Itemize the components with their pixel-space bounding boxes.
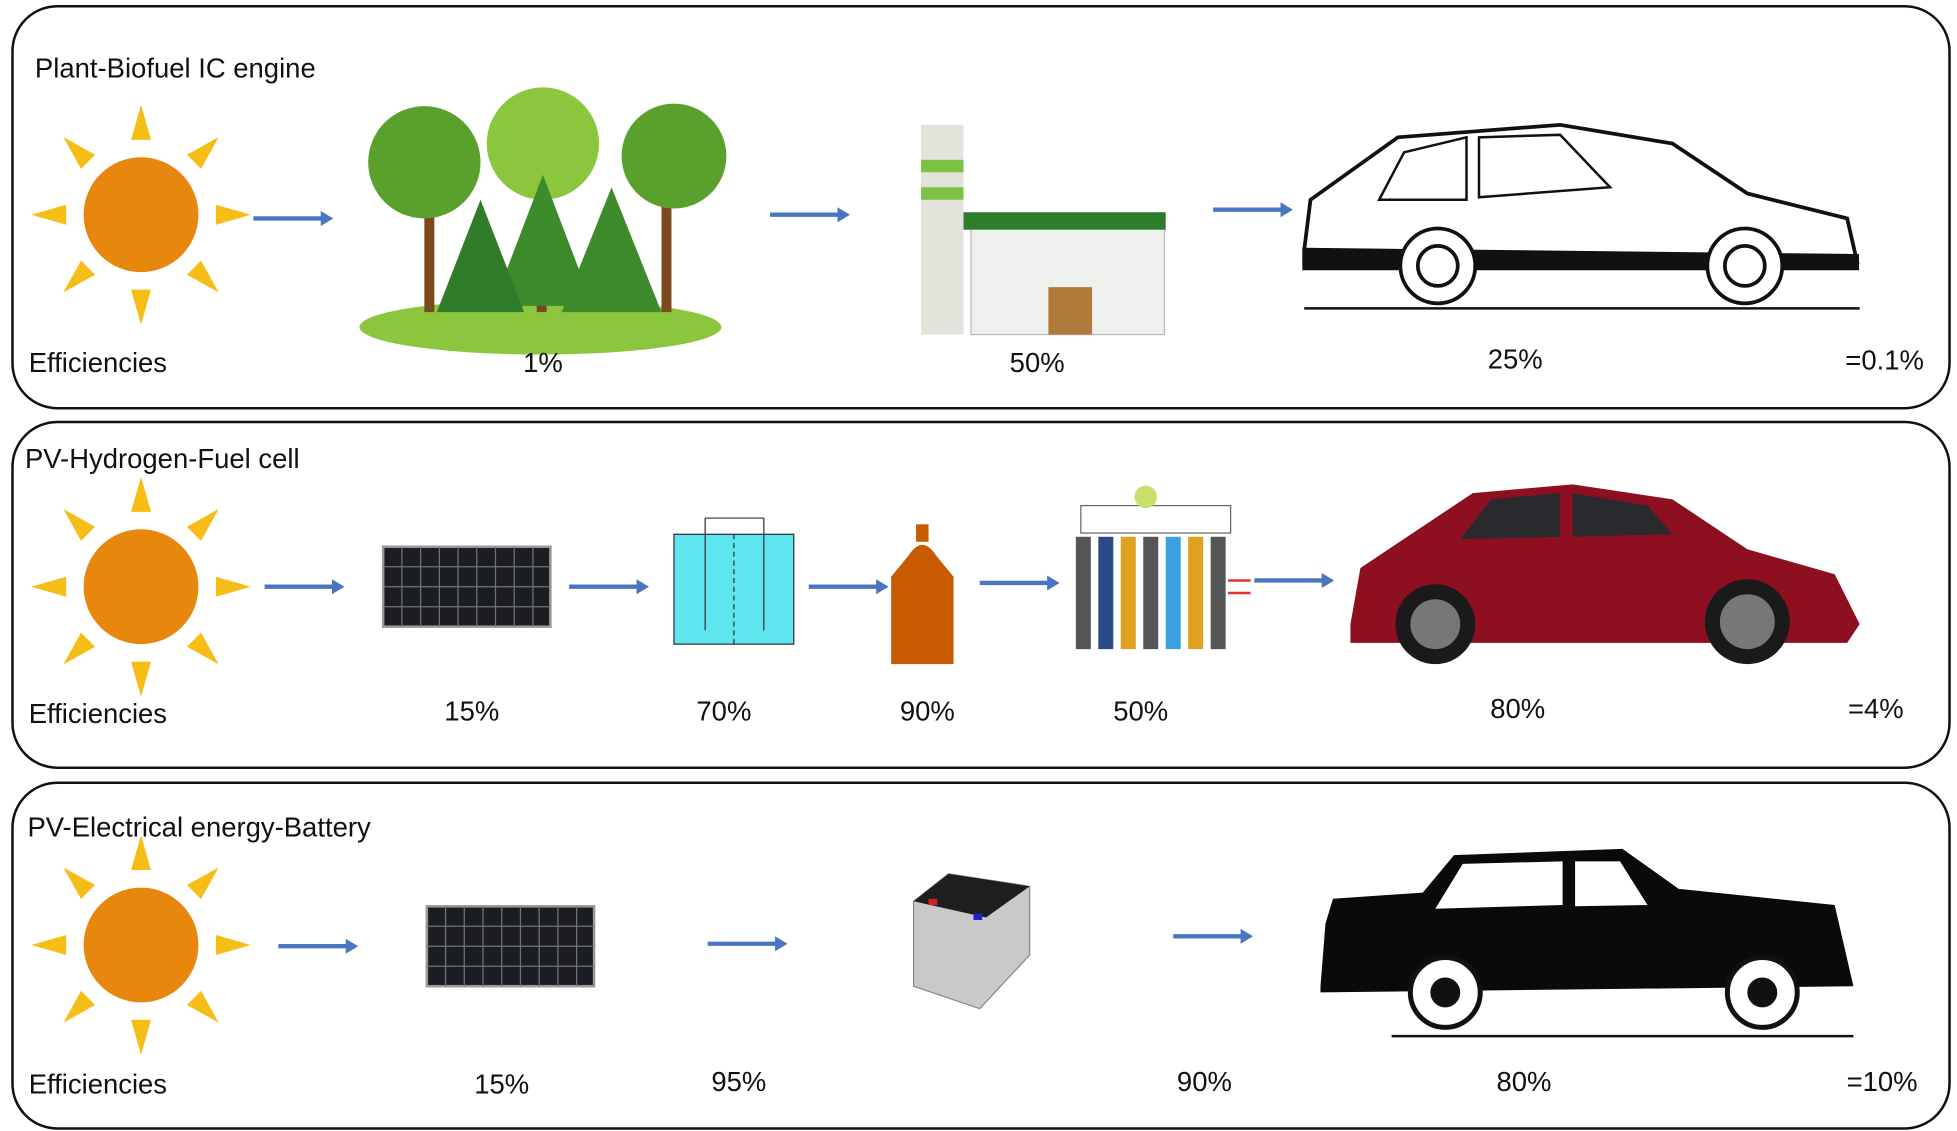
efficiency: 80%	[1490, 693, 1545, 724]
total-efficiency: =10%	[1847, 1066, 1918, 1097]
arrow	[1173, 929, 1253, 944]
battery-icon	[914, 874, 1030, 1009]
arrow	[1254, 573, 1334, 588]
factory-icon	[921, 125, 1166, 335]
sun-icon	[31, 835, 251, 1055]
electrolyzer-icon	[674, 518, 794, 644]
arrow	[265, 579, 345, 594]
row-label: Efficiencies	[29, 698, 167, 729]
panel-title: Plant-Biofuel IC engine	[35, 52, 316, 83]
arrow	[253, 211, 333, 226]
arrow	[980, 575, 1060, 590]
gas-cylinder-icon	[891, 524, 953, 664]
efficiency: 15%	[474, 1069, 529, 1100]
black-car-icon	[1320, 849, 1853, 1036]
efficiency: 1%	[523, 347, 563, 378]
arrow	[1213, 202, 1293, 217]
page: Plant-Biofuel IC engine Efficiencies 1% …	[0, 0, 1957, 1131]
pv-panel-icon	[383, 547, 550, 627]
efficiency: 90%	[1177, 1066, 1232, 1097]
diagram: Plant-Biofuel IC engine Efficiencies 1% …	[0, 0, 1957, 1131]
efficiency: 80%	[1496, 1066, 1551, 1097]
red-car-icon	[1350, 484, 1859, 664]
total-efficiency: =0.1%	[1845, 345, 1924, 376]
row-label: Efficiencies	[29, 1069, 167, 1100]
arrow	[569, 579, 649, 594]
efficiency: 90%	[900, 695, 955, 726]
efficiency: 25%	[1488, 343, 1543, 374]
arrow	[770, 207, 850, 222]
efficiency: 70%	[696, 695, 751, 726]
fuel-cell-icon	[1076, 486, 1251, 650]
panel-title: PV-Hydrogen-Fuel cell	[25, 443, 300, 474]
arrow	[809, 579, 889, 594]
efficiency: 15%	[444, 695, 499, 726]
car-icon	[1304, 125, 1859, 309]
efficiency: 50%	[1113, 695, 1168, 726]
panel-title: PV-Electrical energy-Battery	[27, 811, 371, 842]
sun-icon	[31, 477, 251, 697]
pv-panel-icon	[427, 906, 594, 986]
efficiency: 95%	[711, 1066, 766, 1097]
row-label: Efficiencies	[29, 347, 167, 378]
total-efficiency: =4%	[1848, 693, 1904, 724]
arrow	[278, 939, 358, 954]
efficiency: 50%	[1010, 347, 1065, 378]
sun-icon	[31, 105, 251, 325]
trees-icon	[359, 87, 726, 354]
arrow	[708, 936, 788, 951]
